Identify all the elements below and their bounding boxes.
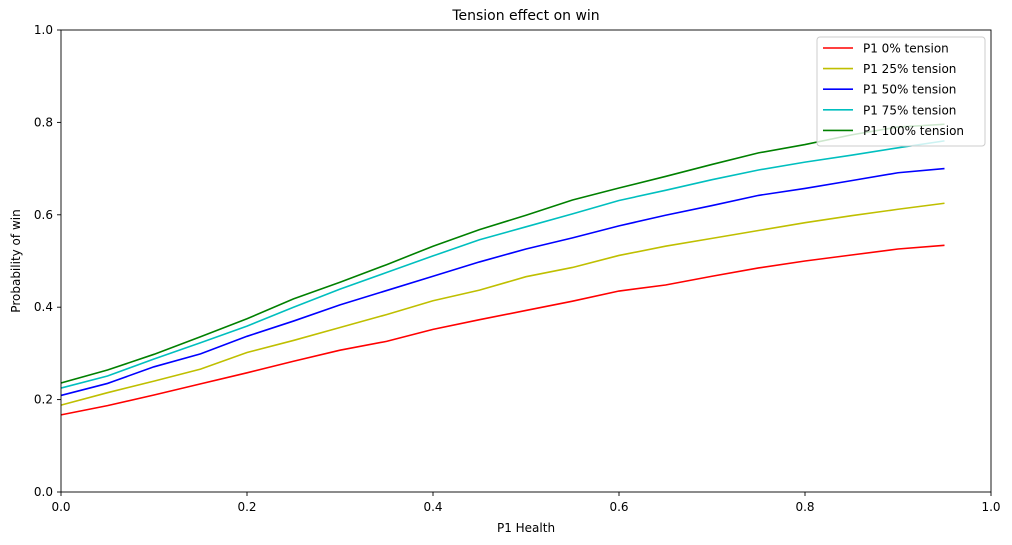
y-tick-label: 1.0: [34, 23, 53, 37]
y-tick-label: 0.8: [34, 115, 53, 129]
legend-label-4: P1 100% tension: [863, 124, 964, 138]
x-axis-label: P1 Health: [497, 521, 555, 535]
series-line-2: [60, 167, 945, 397]
plot-area: 0.0 0.2 0.4 0.6 0.8 1.0 0.0 0.2 0.4 0.6 0.8 1.0: [34, 23, 1001, 514]
y-axis-label: Probability of win: [9, 209, 23, 312]
x-tick-label: 0.8: [795, 500, 814, 514]
series-line-0: [60, 244, 945, 416]
axes-frame: [60, 29, 992, 493]
y-tick-label: 0.6: [34, 208, 53, 222]
x-tick-label: 0.2: [237, 500, 256, 514]
y-tick-label: 0.2: [34, 393, 53, 407]
legend-label-1: P1 25% tension: [863, 62, 956, 76]
legend-label-3: P1 75% tension: [863, 103, 956, 117]
y-tick-label: 0.0: [34, 485, 53, 499]
series-line-3: [60, 140, 945, 389]
chart-title: Tension effect on win: [451, 8, 599, 24]
y-tick-label: 0.4: [34, 300, 53, 314]
legend-label-0: P1 0% tension: [863, 42, 949, 56]
series-line-1: [60, 202, 945, 406]
x-tick-label: 0.0: [51, 500, 70, 514]
legend-label-2: P1 50% tension: [863, 83, 956, 97]
x-tick-label: 0.4: [423, 500, 442, 514]
x-tick-label: 0.6: [609, 500, 628, 514]
legend: P1 0% tension P1 25% tension P1 50% tensio…: [816, 36, 986, 147]
x-tick-label: 1.0: [981, 500, 1000, 514]
legend-box: [816, 36, 986, 147]
series-line-4: [60, 123, 945, 384]
